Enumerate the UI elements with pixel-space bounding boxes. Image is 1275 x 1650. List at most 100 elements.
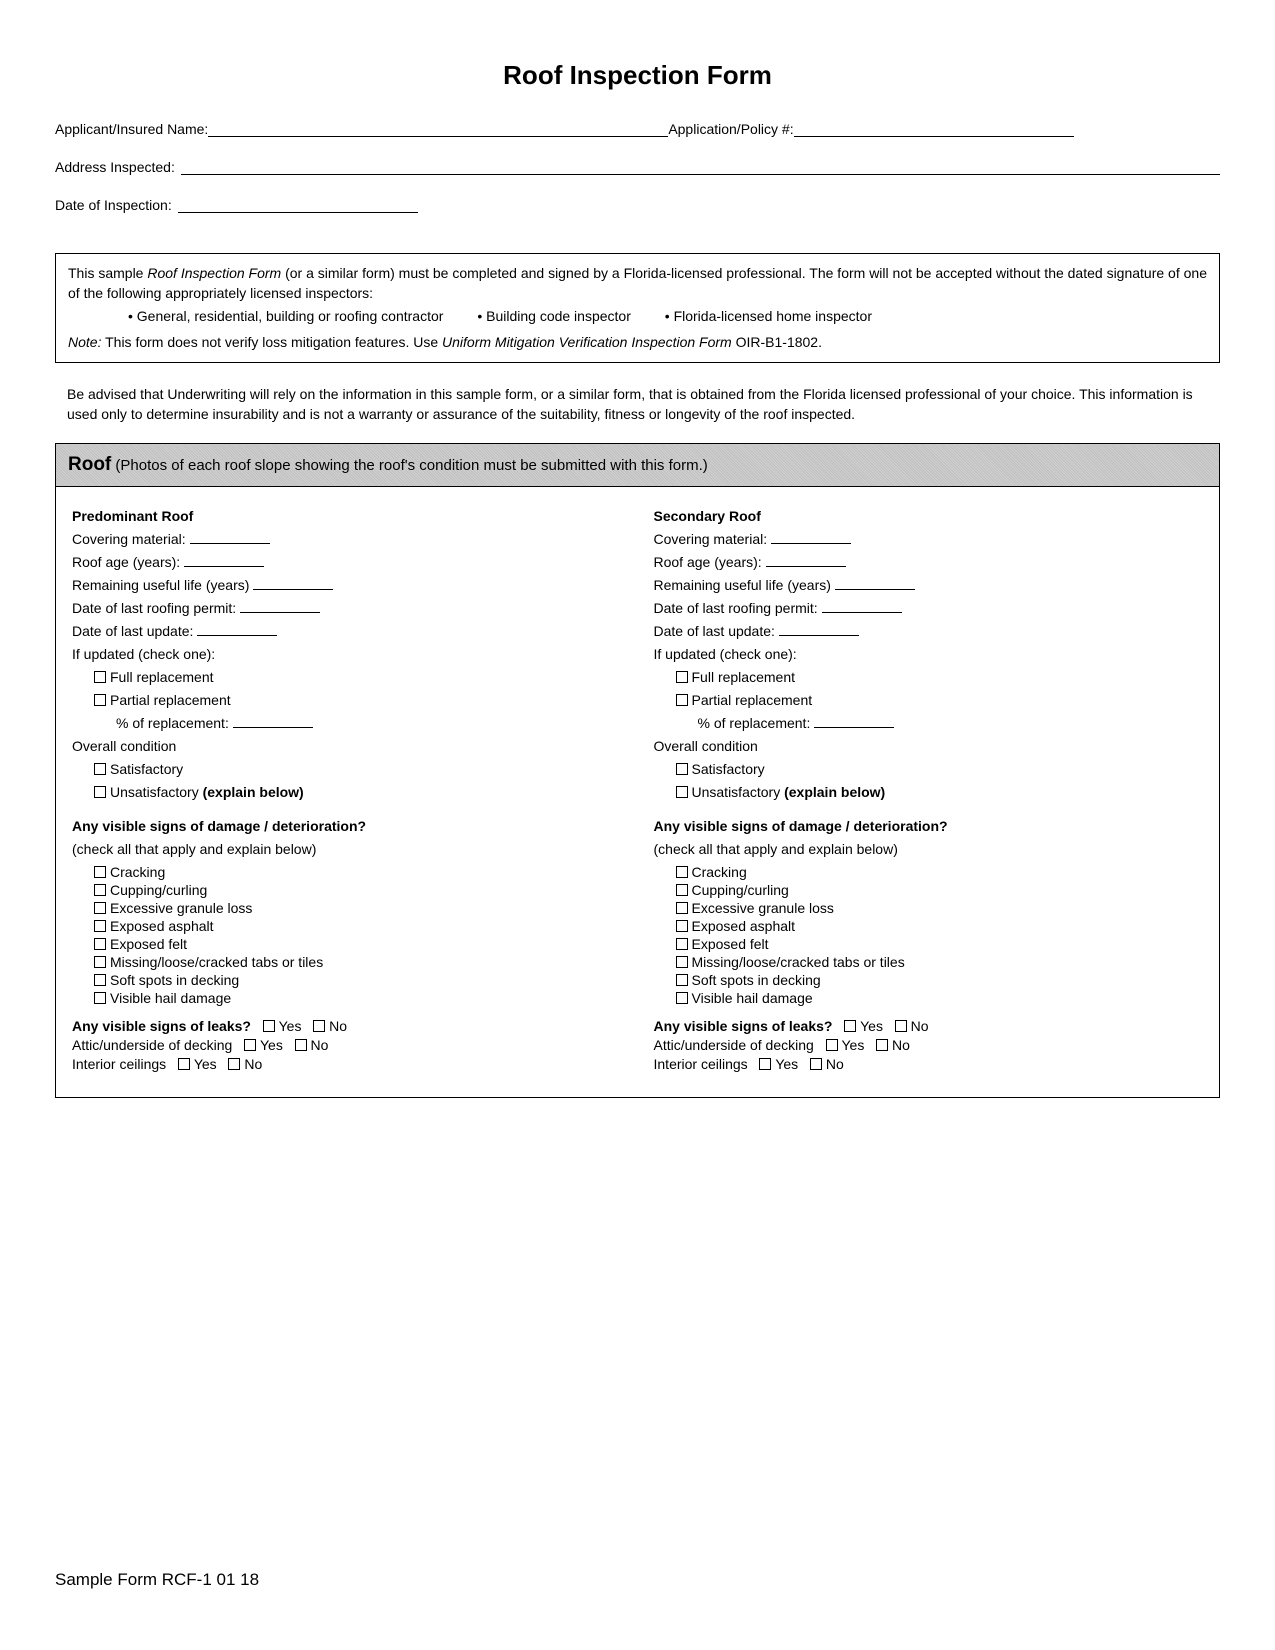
p-permit-input[interactable] (240, 601, 320, 613)
s-pct: % of replacement: (654, 715, 1204, 731)
s-leaks-yes-cb[interactable] (844, 1020, 856, 1032)
s-leaks: Any visible signs of leaks? Yes No (654, 1018, 1204, 1034)
p-attic-yes: Yes (260, 1037, 283, 1053)
s-d0-cb[interactable] (676, 866, 688, 878)
address-input[interactable] (181, 159, 1220, 175)
s-interior-no-cb[interactable] (810, 1058, 822, 1070)
p-attic-yes-cb[interactable] (244, 1039, 256, 1051)
p-full-label: Full replacement (110, 669, 214, 685)
p-ifupdated: If updated (check one): (72, 646, 622, 662)
s-unsat-label: Unsatisfactory (692, 784, 785, 800)
p-attic-no: No (311, 1037, 329, 1053)
p-d4: Exposed felt (110, 936, 187, 952)
p-d3-cb[interactable] (94, 920, 106, 932)
p-unsat-checkbox[interactable] (94, 786, 106, 798)
s-sat-checkbox[interactable] (676, 763, 688, 775)
p-permit-label: Date of last roofing permit: (72, 600, 236, 616)
p-covering-input[interactable] (190, 532, 270, 544)
p-d1: Cupping/curling (110, 882, 207, 898)
s-partial-label: Partial replacement (692, 692, 813, 708)
date-label: Date of Inspection: (55, 197, 172, 213)
p-update: Date of last update: (72, 623, 622, 639)
s-explain: (explain below) (784, 784, 885, 800)
s-remaining-input[interactable] (835, 578, 915, 590)
p-d5-cb[interactable] (94, 956, 106, 968)
p-sat-checkbox[interactable] (94, 763, 106, 775)
s-leaks-no-cb[interactable] (895, 1020, 907, 1032)
p-remaining-input[interactable] (253, 578, 333, 590)
s-d6: Soft spots in decking (692, 972, 821, 988)
s-unsat-checkbox[interactable] (676, 786, 688, 798)
p-update-input[interactable] (197, 624, 277, 636)
s-d2-cb[interactable] (676, 902, 688, 914)
bullet-2: Building code inspector (477, 307, 631, 327)
s-remaining-label: Remaining useful life (years) (654, 577, 831, 593)
s-d3-cb[interactable] (676, 920, 688, 932)
p-d0: Cracking (110, 864, 165, 880)
s-full: Full replacement (654, 669, 1204, 685)
s-attic: Attic/underside of decking Yes No (654, 1037, 1204, 1053)
p-pct-input[interactable] (233, 716, 313, 728)
date-field-wrap: Date of Inspection: (55, 197, 418, 213)
s-d1-cb[interactable] (676, 884, 688, 896)
s-d4: Exposed felt (692, 936, 769, 952)
p-d1-cb[interactable] (94, 884, 106, 896)
s-partial-checkbox[interactable] (676, 694, 688, 706)
p-d2: Excessive granule loss (110, 900, 252, 916)
p-full-checkbox[interactable] (94, 671, 106, 683)
s-damage-list: Cracking Cupping/curling Excessive granu… (654, 864, 1204, 1006)
applicant-input[interactable] (208, 121, 668, 137)
p-interior-yes-cb[interactable] (178, 1058, 190, 1070)
p-d7: Visible hail damage (110, 990, 231, 1006)
p-damage-sub: (check all that apply and explain below) (72, 841, 622, 857)
p-pct: % of replacement: (72, 715, 622, 731)
p-leaks-yes-cb[interactable] (263, 1020, 275, 1032)
s-d7: Visible hail damage (692, 990, 813, 1006)
p-unsat-label: Unsatisfactory (110, 784, 203, 800)
p-d2-cb[interactable] (94, 902, 106, 914)
s-attic-yes-cb[interactable] (826, 1039, 838, 1051)
p-partial-checkbox[interactable] (94, 694, 106, 706)
s-remaining: Remaining useful life (years) (654, 577, 1204, 593)
policy-input[interactable] (794, 121, 1074, 137)
s-d5-cb[interactable] (676, 956, 688, 968)
p-remaining: Remaining useful life (years) (72, 577, 622, 593)
s-overall: Overall condition (654, 738, 1204, 754)
s-interior-yes-cb[interactable] (759, 1058, 771, 1070)
s-leaks-no: No (911, 1018, 929, 1034)
s-d0: Cracking (692, 864, 747, 880)
s-full-checkbox[interactable] (676, 671, 688, 683)
s-d7-cb[interactable] (676, 992, 688, 1004)
p-interior-yes: Yes (194, 1056, 217, 1072)
p-partial-label: Partial replacement (110, 692, 231, 708)
p-attic-no-cb[interactable] (295, 1039, 307, 1051)
p-d4-cb[interactable] (94, 938, 106, 950)
p-update-label: Date of last update: (72, 623, 193, 639)
s-damage-sub: (check all that apply and explain below) (654, 841, 1204, 857)
p-interior-no-cb[interactable] (228, 1058, 240, 1070)
secondary-col: Secondary Roof Covering material: Roof a… (638, 487, 1220, 1097)
p-covering: Covering material: (72, 531, 622, 547)
s-attic-label: Attic/underside of decking (654, 1037, 814, 1053)
roof-header-lead: Roof (68, 454, 111, 475)
s-age-input[interactable] (766, 555, 846, 567)
s-update-input[interactable] (779, 624, 859, 636)
p-leaks-label: Any visible signs of leaks? (72, 1018, 251, 1034)
p-leaks-no-cb[interactable] (313, 1020, 325, 1032)
page: Roof Inspection Form Applicant/Insured N… (0, 0, 1275, 1650)
s-d4-cb[interactable] (676, 938, 688, 950)
p-d7-cb[interactable] (94, 992, 106, 1004)
s-interior-no: No (826, 1056, 844, 1072)
s-sat: Satisfactory (654, 761, 1204, 777)
s-d6-cb[interactable] (676, 974, 688, 986)
p-leaks-yes: Yes (279, 1018, 302, 1034)
s-covering-input[interactable] (771, 532, 851, 544)
s-pct-input[interactable] (814, 716, 894, 728)
p-full: Full replacement (72, 669, 622, 685)
date-input[interactable] (178, 197, 418, 213)
s-attic-no-cb[interactable] (876, 1039, 888, 1051)
p-d0-cb[interactable] (94, 866, 106, 878)
p-d6-cb[interactable] (94, 974, 106, 986)
p-age-input[interactable] (184, 555, 264, 567)
s-permit-input[interactable] (822, 601, 902, 613)
